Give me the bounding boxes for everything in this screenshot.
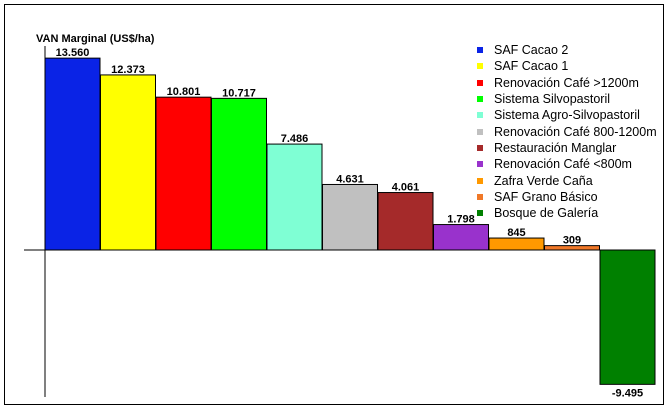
bar-restauracion-manglar	[377, 192, 434, 251]
legend-label: Renovación Café <800m	[494, 157, 632, 172]
legend-label: Bosque de Galería	[494, 206, 599, 221]
legend-swatch	[477, 47, 483, 54]
legend-item-restauracion-manglar: Restauración Manglar	[477, 140, 657, 156]
bar-renovacion-cafe-800-1200m	[322, 183, 378, 251]
legend-item-saf-cacao-2: SAF Cacao 2	[477, 42, 657, 58]
legend-swatch	[477, 128, 483, 135]
bar-bosque-de-galeria	[599, 249, 656, 385]
value-label-renovacion-cafe-1200m: 10.801	[167, 86, 201, 98]
value-labels-layer: 13.560 12.373 10.801 10.717 7.486 4.631 4.061 1…	[56, 47, 643, 399]
legend-label: Renovación Café 800-1200m	[494, 124, 657, 139]
legend-item-sistema-silvopastoril: Sistema Silvopastoril	[477, 91, 657, 107]
legend-item-saf-grano-basico: SAF Grano Básico	[477, 189, 657, 205]
value-label-renovacion-cafe-800-1200m: 4.631	[336, 173, 364, 185]
legend-label: Restauración Manglar	[494, 140, 617, 155]
legend-item-renovacion-cafe-800m: Renovación Café <800m	[477, 156, 657, 172]
legend-swatch	[477, 193, 483, 200]
value-label-renovacion-cafe-800m: 1.798	[447, 214, 475, 226]
value-label-saf-cacao-2: 13.560	[56, 47, 90, 59]
legend-swatch	[477, 177, 483, 184]
legend-swatch	[477, 161, 483, 168]
legend-label: Zafra Verde Caña	[494, 173, 593, 188]
legend-label: SAF Grano Básico	[494, 189, 598, 204]
bar-saf-cacao-1	[100, 74, 156, 251]
legend-item-renovacion-cafe-800-1200m: Renovación Café 800-1200m	[477, 123, 657, 139]
legend: SAF Cacao 2 SAF Cacao 1 Renovación Café >1…	[477, 42, 657, 221]
bar-zafra-verde-cana	[488, 237, 545, 251]
bar-renovacion-cafe-1200m	[155, 96, 212, 251]
legend-label: Sistema Agro-Silvopastoril	[494, 108, 640, 123]
value-label-restauracion-manglar: 4.061	[392, 182, 420, 194]
legend-swatch	[477, 112, 483, 119]
value-label-bosque-de-galeria: -9.495	[612, 387, 643, 399]
legend-item-sistema-agro-silvopastoril: Sistema Agro-Silvopastoril	[477, 107, 657, 123]
legend-item-zafra-verde-cana: Zafra Verde Caña	[477, 172, 657, 188]
value-label-saf-cacao-1: 12.373	[111, 64, 145, 76]
value-label-sistema-silvopastoril: 10.717	[222, 87, 256, 99]
y-axis-title: VAN Marginal (US$/ha)	[36, 33, 155, 45]
legend-item-renovacion-cafe-1200m: Renovación Café >1200m	[477, 75, 657, 91]
value-label-zafra-verde-cana: 845	[507, 227, 525, 239]
bar-sistema-silvopastoril	[211, 97, 267, 251]
legend-swatch	[477, 63, 483, 70]
bar-saf-cacao-2	[44, 57, 101, 251]
legend-item-saf-cacao-1: SAF Cacao 1	[477, 58, 657, 74]
legend-label: SAF Cacao 1	[494, 59, 569, 74]
bar-renovacion-cafe-800m	[433, 224, 489, 251]
legend-swatch	[477, 144, 483, 151]
legend-label: SAF Cacao 2	[494, 43, 569, 58]
bar-sistema-agro-silvopastoril	[266, 143, 323, 251]
legend-label: Renovación Café >1200m	[494, 75, 639, 90]
value-label-saf-grano-basico: 309	[563, 235, 581, 247]
legend-swatch	[477, 210, 483, 217]
legend-item-bosque-de-galeria: Bosque de Galería	[477, 205, 657, 221]
chart-frame	[4, 4, 664, 405]
legend-swatch	[477, 79, 483, 86]
legend-label: Sistema Silvopastoril	[494, 92, 611, 107]
legend-swatch	[477, 96, 483, 103]
value-label-sistema-agro-silvopastoril: 7.486	[281, 133, 309, 145]
